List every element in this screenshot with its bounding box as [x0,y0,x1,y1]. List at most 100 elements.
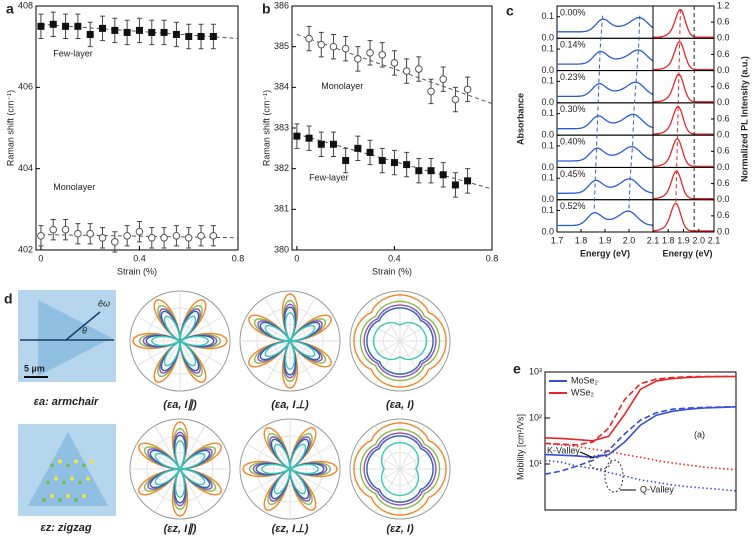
atom-dot [66,494,70,498]
polar-curve [359,300,441,382]
legend-label: MoSe₂ [571,375,599,385]
y-tick-label: 10² [529,412,542,422]
atom-dot [54,476,58,481]
point [123,28,131,36]
sample-title: εz: zigzag [40,522,91,534]
absorbance-curve [557,210,654,227]
y-tick-label: 0.1 [541,43,554,53]
polar-curve [264,312,316,370]
y-tick-label: 0.0 [541,97,554,107]
armchair-image: θ êω 5 µm [18,290,116,382]
y2-tick-label: 0.6 [717,146,730,156]
plot-label: (εz, I∥) [164,523,197,535]
x-tick-label: 0.4 [133,253,146,263]
x-tick-label: 0 [294,253,299,263]
x2-tick-label: 1.9 [677,235,690,245]
x-tick-label: 2.0 [623,235,636,245]
annotation: K-Valley [547,445,580,455]
x-tick-label: 0.8 [232,253,245,263]
y-tick-label: 0.0 [541,33,554,43]
y-tick-label: 10³ [529,366,542,376]
y-tick-label: 0.1 [541,76,554,86]
polar-curve [151,315,209,367]
k-valley-mark [588,454,612,470]
y-axis-label: Raman shift (cm⁻¹) [261,90,271,166]
atom-dot [62,480,66,485]
legend-label: WSe₂ [571,387,595,397]
flake [28,432,108,506]
polar-curve [132,299,228,383]
point [427,167,435,175]
line-dotted [544,459,737,492]
point [49,225,58,234]
polar-grid [356,443,444,495]
point [390,159,398,167]
polar-curve [359,428,441,510]
point [172,231,181,240]
point [451,181,459,189]
y2-tick-label: 0.0 [717,226,730,236]
pl-curve [652,170,714,200]
annotation: Q-Valley [640,484,674,494]
atom-dot [66,463,70,468]
y-tick-label: 383 [274,122,289,132]
polar-curve [372,321,428,361]
atom-dot [58,498,62,502]
polar-curve [252,436,328,502]
atom-dot [42,498,46,502]
point [172,30,180,38]
point [184,234,193,242]
point [98,234,107,242]
atom-dot [90,459,94,464]
atom-dot [86,476,90,481]
panel-label: a [6,1,14,17]
x2-tick-label: 2.0 [692,235,705,245]
y2-tick-label: 0.0 [717,194,730,204]
point [463,85,472,94]
atom-dot [50,463,54,468]
y-tick-label: 386 [274,0,289,10]
point [378,157,386,165]
point [439,171,447,179]
point [86,229,94,238]
point [342,157,350,165]
point [111,26,119,34]
point [305,134,313,142]
plot-label: (εa, I) [386,399,414,411]
pl-curve [653,9,714,38]
point [415,65,423,73]
x2-tick-label: 1.8 [662,235,675,245]
guide-PL [675,9,681,203]
point [329,42,338,51]
atom-dot [74,459,78,464]
x-tick-label: 1.8 [575,235,588,245]
polar-curve [145,310,215,372]
absorbance-curve [557,49,654,65]
x-axis-label: Energy (eV) [580,248,630,258]
point [378,51,387,59]
plot-label: (εa, I⊥) [271,399,309,411]
y2-tick-label: 0.6 [717,210,730,220]
point [293,132,301,140]
plot-label: (εz, I⊥) [272,523,309,535]
zigzag-image [18,424,116,516]
y-tick-label: 404 [18,163,33,173]
polar-grid [356,315,444,367]
point [427,87,435,96]
point [415,167,423,175]
y-tick-label: 382 [274,163,289,173]
point [99,24,107,32]
point [185,33,193,40]
y-tick-label: 408 [18,0,33,10]
pl-curve [653,138,714,168]
y-tick-label: 384 [274,82,289,92]
x-axis-label: Energy (eV) [662,248,712,258]
series-label: Few-layer [53,49,93,59]
strain-label: 0.40% [560,137,586,147]
polar-curve [353,294,447,388]
point [209,231,218,240]
y2-axis-label: Normalized PL Intensity (a.u.) [739,56,749,182]
strain-label: 0.00% [560,7,586,17]
plot-frame [544,371,737,511]
polarization-arrow [65,311,101,341]
